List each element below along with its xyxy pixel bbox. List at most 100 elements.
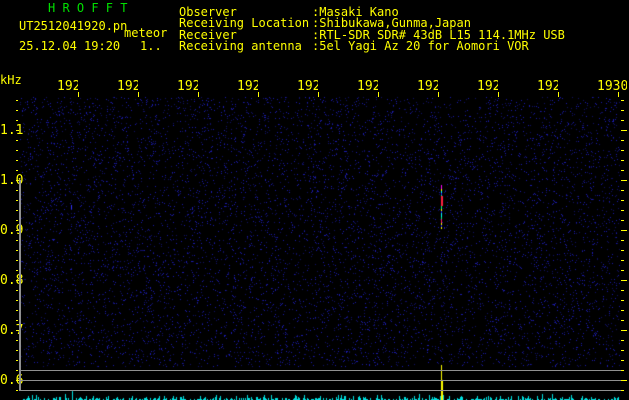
tick-mark — [16, 350, 18, 351]
tick-mark — [78, 92, 79, 97]
tick-mark — [621, 240, 624, 241]
tick-mark — [378, 92, 379, 97]
time-label: 1929 — [537, 79, 558, 94]
tick-mark — [621, 300, 624, 301]
tick-mark — [16, 360, 18, 361]
info-value-location: :Shibukawa,Gunma,Japan — [312, 16, 471, 30]
app-title: H R O F F T — [48, 1, 128, 15]
tick-mark — [621, 100, 624, 101]
tick-mark — [16, 230, 19, 231]
tick-mark — [16, 190, 18, 191]
tick-mark — [16, 130, 19, 131]
tick-mark — [621, 210, 624, 211]
grid-line — [19, 390, 621, 391]
tick-mark — [16, 260, 18, 261]
tick-mark — [621, 340, 624, 341]
time-label: 1926 — [357, 79, 378, 94]
tick-mark — [16, 250, 18, 251]
tick-mark — [16, 370, 18, 371]
tick-mark — [621, 290, 624, 291]
tick-mark — [621, 350, 624, 351]
tick-mark — [16, 220, 18, 221]
tick-mark — [621, 310, 624, 311]
freq-label: 0.9 — [0, 223, 24, 238]
tick-mark — [621, 230, 627, 231]
info-value-receiver: :RTL-SDR SDR# 43dB L15 114.1MHz USB — [312, 28, 565, 42]
tick-mark — [16, 150, 18, 151]
tick-mark — [621, 250, 624, 251]
tick-mark — [621, 160, 624, 161]
tick-mark — [258, 92, 259, 97]
tick-mark — [16, 390, 18, 391]
time-label: 1925 — [297, 79, 318, 94]
tick-mark — [16, 310, 18, 311]
tick-mark — [16, 330, 19, 331]
filename: UT2512041920.pn — [19, 19, 128, 33]
freq-label: 0.6 — [0, 373, 24, 388]
tick-mark — [16, 100, 18, 101]
tick-mark — [621, 320, 624, 321]
time-label: 1923 — [177, 79, 198, 94]
info-label-receiver: Receiver — [179, 28, 237, 42]
tick-mark — [16, 280, 19, 281]
tick-mark — [198, 92, 199, 97]
tick-mark — [16, 200, 18, 201]
time-label: 1930 — [597, 79, 627, 94]
tick-mark — [621, 360, 624, 361]
tick-mark — [618, 92, 619, 97]
time-label: 1924 — [237, 79, 258, 94]
tick-mark — [621, 220, 624, 221]
info-label-antenna: Receiving antenna — [179, 39, 302, 53]
freq-label: 1.1 — [0, 123, 24, 138]
tick-mark — [621, 110, 624, 111]
tick-mark — [621, 380, 627, 381]
tick-mark — [16, 240, 18, 241]
tick-mark — [621, 330, 627, 331]
tick-mark — [621, 170, 624, 171]
datetime: 25.12.04 19:20 — [19, 39, 121, 53]
grid-line-vertical — [19, 180, 21, 391]
tick-mark — [16, 180, 19, 181]
tick-mark — [138, 92, 139, 97]
tick-mark — [16, 110, 18, 111]
tick-mark — [16, 300, 18, 301]
time-label: 1927 — [417, 79, 438, 94]
tick-mark — [498, 92, 499, 97]
tick-mark — [558, 92, 559, 97]
tick-mark — [318, 92, 319, 97]
freq-unit: kHz — [0, 73, 22, 87]
freq-label: 0.8 — [0, 273, 24, 288]
time-label: 1922 — [117, 79, 138, 94]
info-value-antenna: :5el Yagi Az 20 for Aomori VOR — [312, 39, 529, 53]
tick-mark — [621, 270, 624, 271]
counter: 1.. — [140, 39, 162, 53]
info-value-observer: :Masaki Kano — [312, 5, 399, 19]
tick-mark — [16, 340, 18, 341]
tick-mark — [16, 270, 18, 271]
tick-mark — [16, 380, 19, 381]
tick-mark — [621, 370, 624, 371]
freq-label: 1.0 — [0, 173, 24, 188]
tick-mark — [16, 320, 18, 321]
tick-mark — [621, 180, 627, 181]
tick-mark — [621, 140, 624, 141]
tick-mark — [16, 140, 18, 141]
tick-mark — [621, 120, 624, 121]
info-label-observer: Observer — [179, 5, 237, 19]
grid-line — [19, 380, 621, 381]
tick-mark — [16, 160, 18, 161]
tick-mark — [16, 120, 18, 121]
grid-line — [19, 370, 621, 371]
tick-mark — [16, 170, 18, 171]
tick-mark — [621, 390, 624, 391]
tick-mark — [621, 150, 624, 151]
time-label: 1928 — [477, 79, 498, 94]
tick-mark — [621, 260, 624, 261]
tick-mark — [621, 130, 627, 131]
tick-mark — [621, 280, 627, 281]
tick-mark — [438, 92, 439, 97]
info-label-location: Receiving Location — [179, 16, 310, 30]
